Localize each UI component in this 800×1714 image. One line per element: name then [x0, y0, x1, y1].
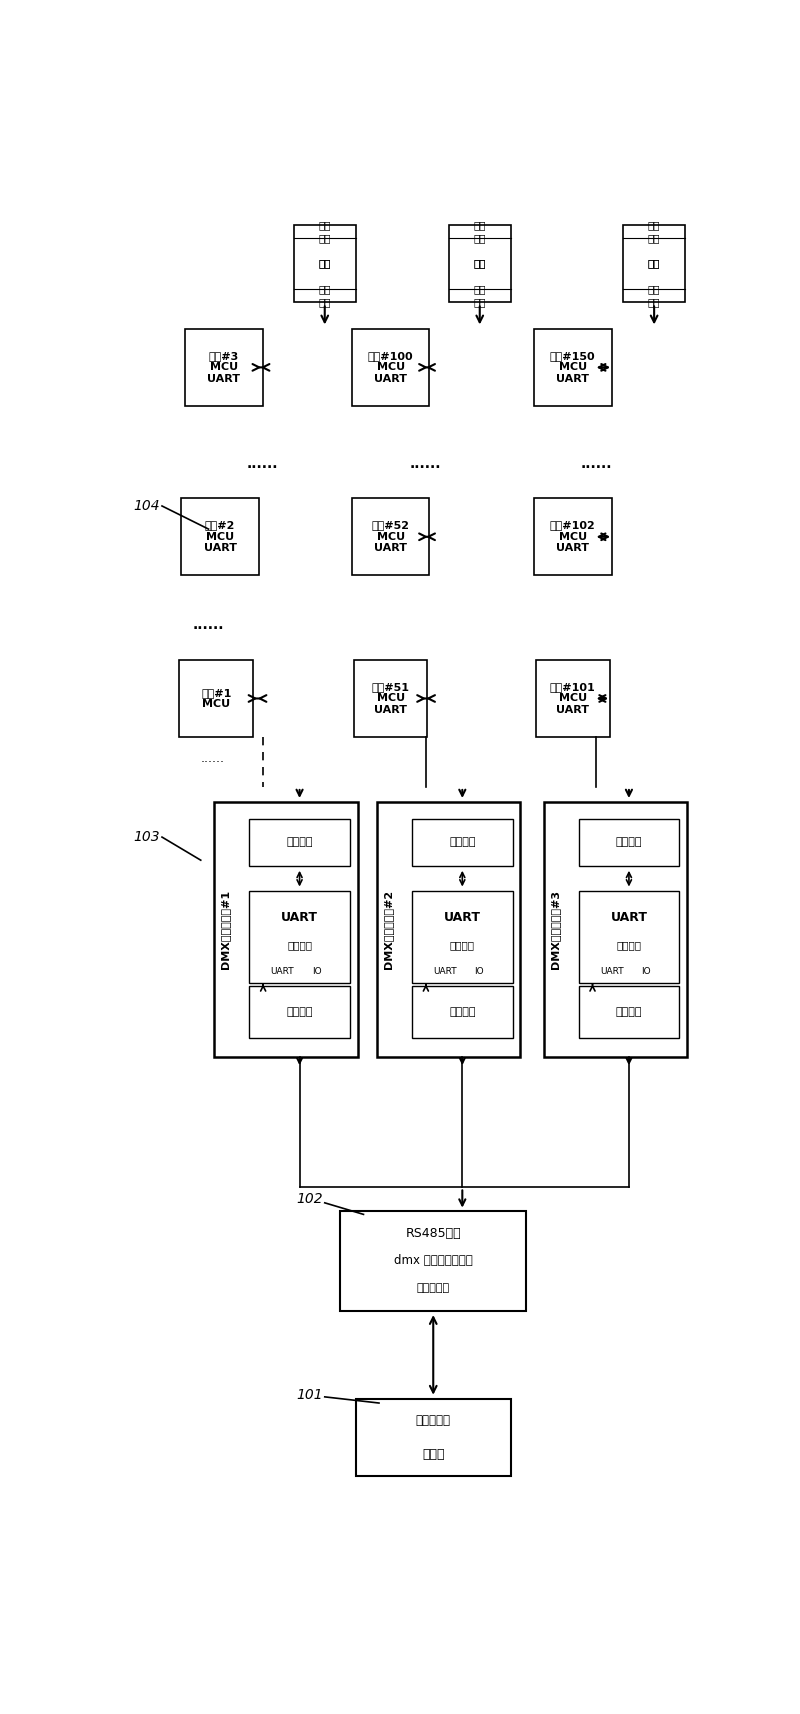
Text: IO: IO	[474, 967, 484, 977]
Text: ......: ......	[247, 456, 278, 471]
Bar	[449, 225, 510, 302]
Bar	[354, 660, 427, 737]
Text: 终端: 终端	[318, 219, 331, 230]
Text: 匹配: 匹配	[474, 259, 486, 269]
Bar	[294, 225, 356, 302]
Text: 指令发射: 指令发射	[449, 838, 475, 847]
Text: 灯具#101
MCU
UART: 灯具#101 MCU UART	[550, 682, 596, 715]
Bar	[578, 891, 679, 984]
Bar	[352, 329, 430, 406]
Text: 电阻: 电阻	[648, 285, 660, 295]
Bar	[249, 891, 350, 984]
Bar	[578, 819, 679, 866]
Text: 微控制器: 微控制器	[450, 939, 475, 950]
Text: 灯具#1
MCU: 灯具#1 MCU	[201, 687, 231, 710]
Text: 匹配: 匹配	[318, 259, 331, 269]
Text: DMX信号解码器#1: DMX信号解码器#1	[220, 890, 230, 968]
Text: 终端: 终端	[648, 233, 660, 243]
Text: 101: 101	[296, 1388, 322, 1402]
Text: 微控制器: 微控制器	[617, 939, 642, 950]
Text: UART: UART	[444, 912, 481, 924]
Text: 灯具#102
MCU
UART: 灯具#102 MCU UART	[550, 519, 596, 554]
Text: 终端: 终端	[648, 219, 660, 230]
Text: 102: 102	[296, 1191, 322, 1207]
Bar	[534, 499, 611, 576]
Text: ......: ......	[200, 752, 224, 764]
Text: 匹配: 匹配	[474, 259, 486, 269]
Text: 灯具#52
MCU
UART: 灯具#52 MCU UART	[372, 519, 410, 554]
Bar	[544, 802, 687, 1056]
Bar	[352, 499, 430, 576]
Text: 终端: 终端	[474, 233, 486, 243]
Text: 灯具#51
MCU
UART: 灯具#51 MCU UART	[372, 682, 410, 715]
Bar	[578, 986, 679, 1039]
Text: IO: IO	[641, 967, 651, 977]
Text: ......: ......	[410, 456, 442, 471]
Text: 电阻: 电阻	[474, 285, 486, 295]
Text: 104: 104	[133, 499, 160, 512]
Bar	[623, 225, 685, 302]
Text: UART: UART	[270, 967, 294, 977]
Text: 匹配: 匹配	[318, 259, 331, 269]
Bar	[214, 802, 358, 1056]
Text: 电阻: 电阻	[648, 297, 660, 307]
Text: 匹配: 匹配	[648, 259, 660, 269]
Text: 单片机管: 单片机管	[286, 1006, 313, 1016]
Text: 灯具#150
MCU
UART: 灯具#150 MCU UART	[550, 351, 595, 384]
Text: 总线图端口: 总线图端口	[417, 1282, 450, 1292]
Bar	[356, 1399, 510, 1476]
Bar	[412, 891, 513, 984]
Text: 上位机: 上位机	[422, 1448, 445, 1460]
Bar	[249, 819, 350, 866]
Text: 指令发射: 指令发射	[616, 838, 642, 847]
Text: 单片机管: 单片机管	[449, 1006, 475, 1016]
Bar	[534, 329, 611, 406]
Text: 电阻: 电阻	[318, 297, 331, 307]
Text: 灯具#100
MCU
UART: 灯具#100 MCU UART	[368, 351, 414, 384]
Text: RS485端口: RS485端口	[406, 1227, 461, 1241]
Text: ......: ......	[193, 619, 224, 632]
Bar	[179, 660, 253, 737]
Text: 电阻: 电阻	[474, 297, 486, 307]
Text: DMX信号解码器#2: DMX信号解码器#2	[383, 890, 393, 968]
Text: dmx 信号收发处理器: dmx 信号收发处理器	[394, 1255, 473, 1267]
Text: ......: ......	[580, 456, 612, 471]
Text: UART: UART	[281, 912, 318, 924]
Text: 单片机管: 单片机管	[616, 1006, 642, 1016]
Text: 终端: 终端	[474, 219, 486, 230]
Text: 灯具#2
MCU
UART: 灯具#2 MCU UART	[204, 519, 237, 554]
Text: 总线图端口: 总线图端口	[416, 1414, 450, 1428]
Text: 终端: 终端	[318, 233, 331, 243]
Text: 电阻: 电阻	[318, 285, 331, 295]
Bar	[249, 986, 350, 1039]
Text: 103: 103	[133, 830, 160, 843]
Text: IO: IO	[312, 967, 322, 977]
Text: DMX信号解码器#3: DMX信号解码器#3	[550, 890, 559, 968]
Bar	[412, 819, 513, 866]
Bar	[186, 329, 262, 406]
Text: 灯具#3
MCU
UART: 灯具#3 MCU UART	[207, 351, 241, 384]
Bar	[182, 499, 259, 576]
Bar	[377, 802, 521, 1056]
Bar	[340, 1210, 526, 1311]
Text: 指令发射: 指令发射	[286, 838, 313, 847]
Text: UART: UART	[434, 967, 457, 977]
Text: 微控制器: 微控制器	[287, 939, 312, 950]
Bar	[412, 986, 513, 1039]
Text: UART: UART	[600, 967, 624, 977]
Text: 匹配: 匹配	[648, 259, 660, 269]
Bar	[536, 660, 610, 737]
Text: UART: UART	[610, 912, 647, 924]
